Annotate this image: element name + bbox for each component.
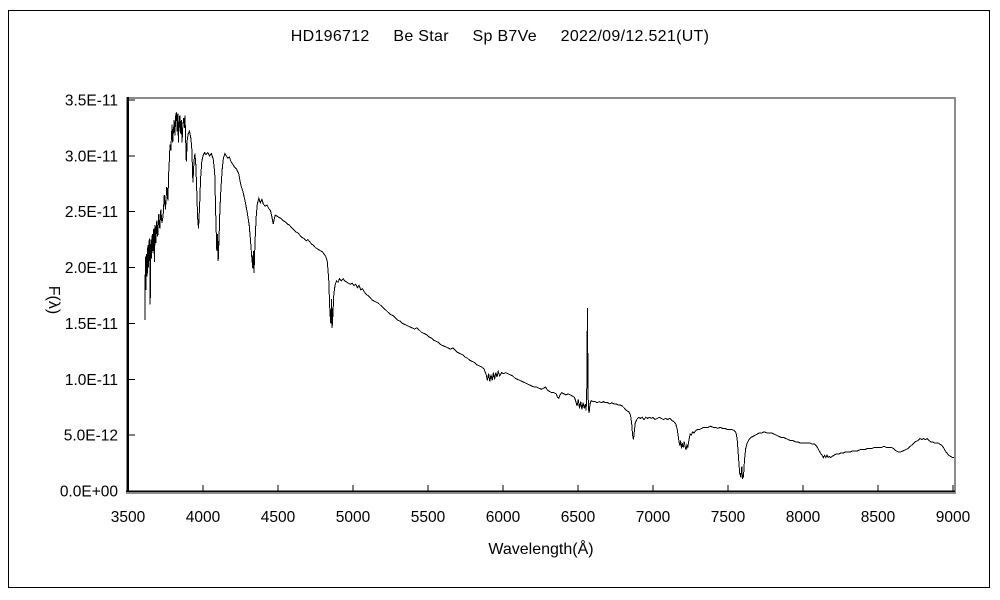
y-tick-label: 1.0E-11 [65, 372, 118, 389]
page-border [8, 10, 990, 588]
x-tick-label: 3500 [111, 509, 146, 526]
y-tick-label: 0.0E+00 [60, 484, 119, 501]
y-tick-label: 2.5E-11 [65, 204, 118, 221]
x-axis-title: Wavelength(Å) [488, 541, 594, 558]
y-tick-label: 3.0E-11 [65, 148, 118, 165]
x-tick-label: 4500 [261, 509, 296, 526]
y-tick-label: 1.5E-11 [65, 316, 118, 333]
x-tick-label: 9000 [936, 509, 971, 526]
y-tick-label: 5.0E-12 [64, 428, 118, 445]
x-tick-label: 8500 [861, 509, 896, 526]
x-tick-label: 8000 [786, 509, 821, 526]
chart-title: HD196712 Be Star Sp B7Ve 2022/09/12.521(… [290, 28, 710, 45]
x-tick-label: 6000 [486, 509, 521, 526]
x-tick-label: 5500 [411, 509, 446, 526]
y-tick-label: 2.0E-11 [65, 260, 118, 277]
x-tick-label: 7500 [711, 509, 746, 526]
y-tick-label: 3.5E-11 [65, 93, 118, 110]
x-tick-label: 7000 [636, 509, 671, 526]
plot-frame [126, 97, 956, 494]
x-tick-label: 5000 [336, 509, 371, 526]
x-tick-label: 6500 [561, 509, 596, 526]
spectrum-line [144, 112, 954, 479]
x-tick-label: 4000 [186, 509, 221, 526]
